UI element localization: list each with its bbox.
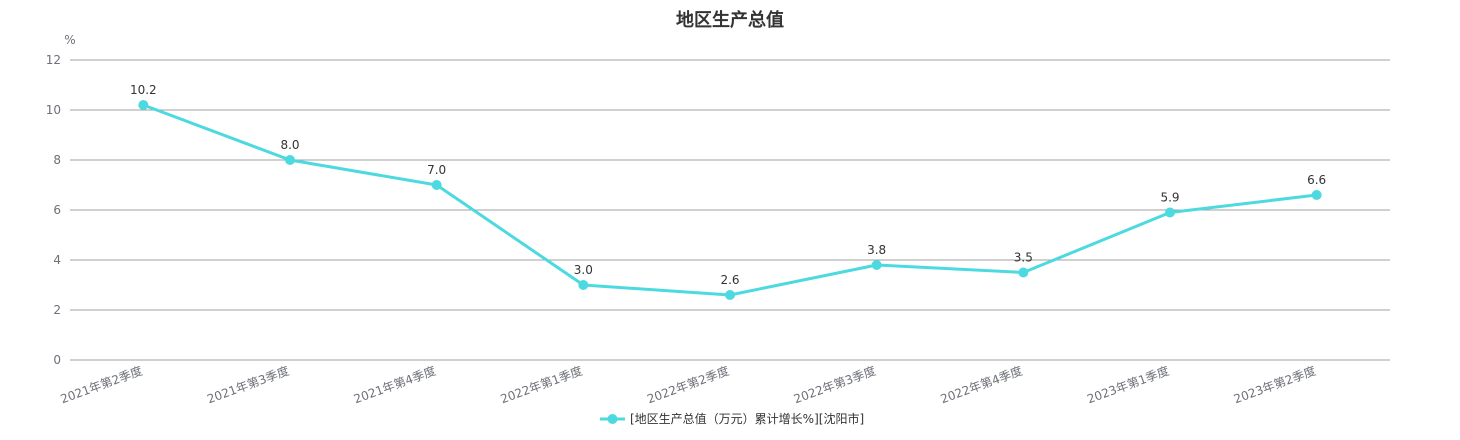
data-label: 5.9 [1160,191,1179,205]
data-point[interactable] [1018,267,1029,278]
series-line [142,103,1317,297]
data-label: 8.0 [280,138,299,152]
data-labels: 10.2 8.0 7.0 3.0 2.6 3.8 3.5 5.9 6.6 [130,83,1326,287]
y-tick-label: 0 [53,353,61,367]
data-label: 7.0 [427,163,446,177]
y-tick-label: 2 [53,303,61,317]
x-tick-label: 2021年第4季度 [352,363,438,407]
data-point[interactable] [1311,190,1322,200]
x-tick-label: 2022年第4季度 [938,363,1024,407]
y-axis-unit: % [64,33,75,47]
data-label: 3.0 [574,263,593,277]
data-label: 10.2 [130,83,157,97]
data-point[interactable] [1165,207,1175,218]
y-tick-label: 8 [53,153,61,167]
data-label: 3.8 [867,243,886,257]
y-tick-label: 10 [46,103,61,117]
data-label: 3.5 [1014,251,1033,265]
y-tick-label: 6 [53,203,61,217]
data-point[interactable] [285,155,295,165]
data-label: 2.6 [720,273,739,287]
x-tick-label: 2021年第2季度 [58,363,144,407]
data-point[interactable] [138,100,149,110]
chart-title: 地区生产总值 [676,9,784,31]
x-tick-label: 2021年第3季度 [205,363,291,407]
x-tick-label: 2022年第1季度 [498,363,584,407]
legend[interactable]: [地区生产总值（万元）累计增长%][沈阳市] [600,411,864,426]
x-axis-ticks: 2021年第2季度 2021年第3季度 2021年第4季度 2022年第1季度 2022… [58,363,1317,407]
legend-marker [607,414,618,424]
x-tick-label: 2023年第1季度 [1085,363,1171,407]
x-tick-label: 2022年第2季度 [645,363,731,407]
y-tick-label: 4 [53,253,61,267]
series-layer [138,100,1322,300]
data-point[interactable] [725,290,735,300]
legend-label: [地区生产总值（万元）累计增长%][沈阳市] [630,411,864,426]
data-point[interactable] [871,260,882,270]
data-label: 6.6 [1307,173,1326,187]
data-point[interactable] [431,180,442,190]
y-axis-ticks: 0 2 4 6 8 10 12 [46,53,61,367]
x-tick-label: 2023年第2季度 [1232,363,1318,407]
x-tick-label: 2022年第3季度 [792,363,878,407]
y-tick-label: 12 [46,53,61,67]
data-point[interactable] [578,280,589,290]
